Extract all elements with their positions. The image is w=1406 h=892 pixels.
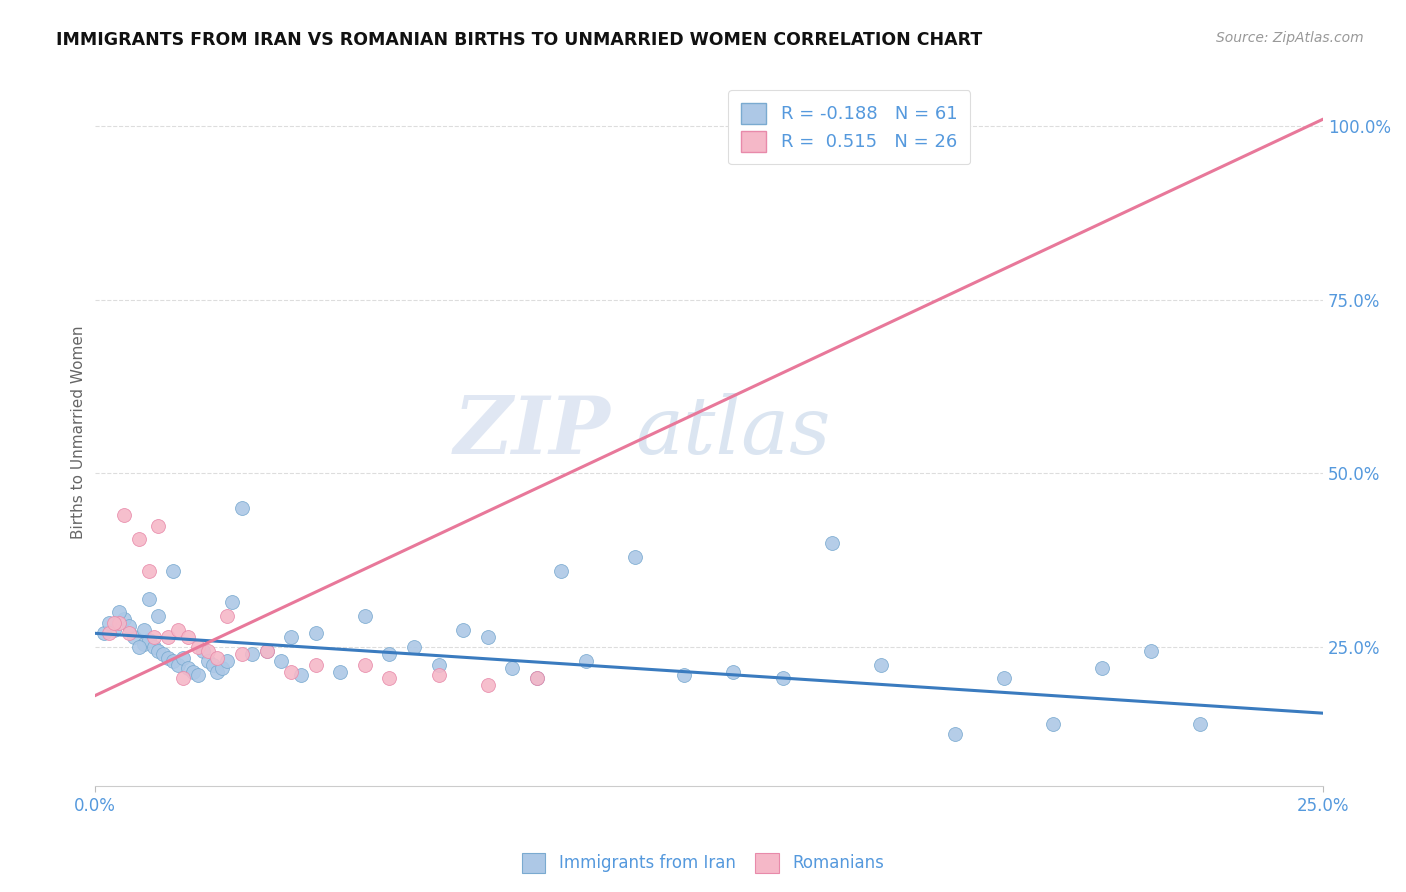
Y-axis label: Births to Unmarried Women: Births to Unmarried Women	[72, 325, 86, 539]
Legend: Immigrants from Iran, Romanians: Immigrants from Iran, Romanians	[515, 847, 891, 880]
Text: Source: ZipAtlas.com: Source: ZipAtlas.com	[1216, 31, 1364, 45]
Text: IMMIGRANTS FROM IRAN VS ROMANIAN BIRTHS TO UNMARRIED WOMEN CORRELATION CHART: IMMIGRANTS FROM IRAN VS ROMANIAN BIRTHS …	[56, 31, 983, 49]
Text: atlas: atlas	[636, 393, 831, 471]
Text: ZIP: ZIP	[454, 393, 610, 471]
Legend: R = -0.188   N = 61, R =  0.515   N = 26: R = -0.188 N = 61, R = 0.515 N = 26	[728, 90, 970, 164]
